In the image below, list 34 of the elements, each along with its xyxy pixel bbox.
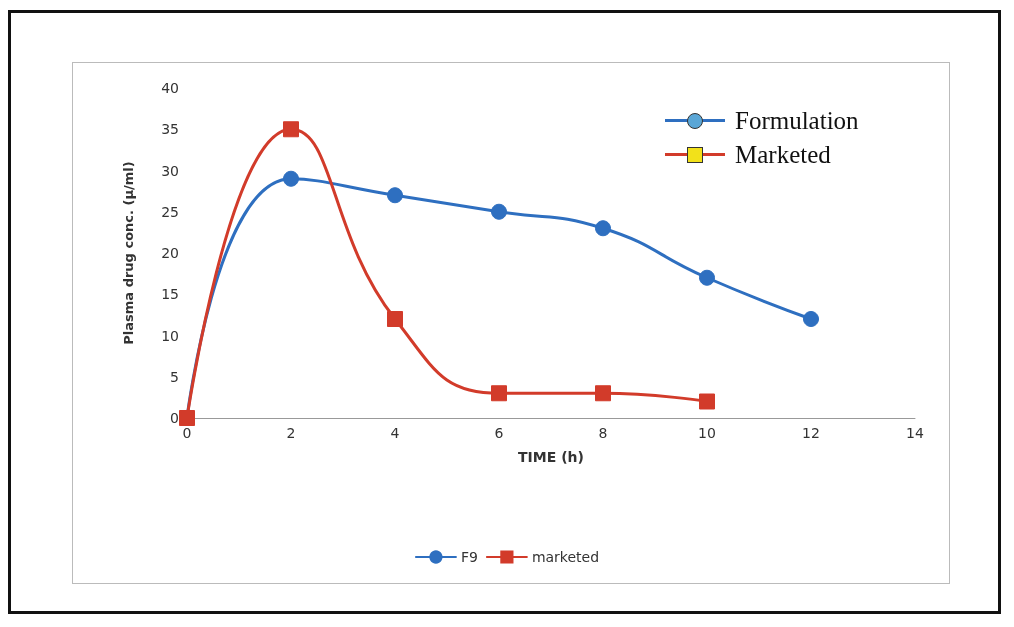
point [699,269,715,286]
point [387,311,403,327]
x-axis-title: TIME (h) [518,449,584,465]
y-tick-label: 40 [161,80,179,96]
y-tick-label: 30 [161,162,179,179]
point [595,220,611,237]
y-tick-label: 5 [170,368,179,385]
point [491,203,507,220]
point [595,385,611,402]
y-axis-title: Plasma drug conc. (µ/ml) [121,161,136,345]
x-tick-label: 12 [802,425,820,441]
annotation: Marketed [735,141,831,169]
x-tick-label: 0 [182,425,192,441]
point [283,170,299,187]
point [283,121,299,138]
y-tick-label: 20 [161,245,179,261]
y-tick-label: 0 [170,410,179,426]
point [699,393,715,410]
x-tick-label: 6 [494,425,504,441]
x-tick-label: 10 [698,425,716,441]
y-tick-label: 35 [161,121,179,138]
point [387,187,403,204]
y-tick-label: 25 [161,203,179,220]
annotation: Formulation [735,107,859,135]
x-tick-label: 4 [390,425,400,441]
y-tick-label: 10 [161,327,179,344]
x-tick-label: 8 [598,425,608,441]
legend-label: F9 [460,549,478,565]
point [803,311,819,327]
x-tick-label: 14 [906,425,924,441]
x-tick-label: 2 [286,425,296,441]
point [491,385,507,402]
legend-label: marketed [531,549,600,565]
y-tick-label: 15 [161,286,179,303]
